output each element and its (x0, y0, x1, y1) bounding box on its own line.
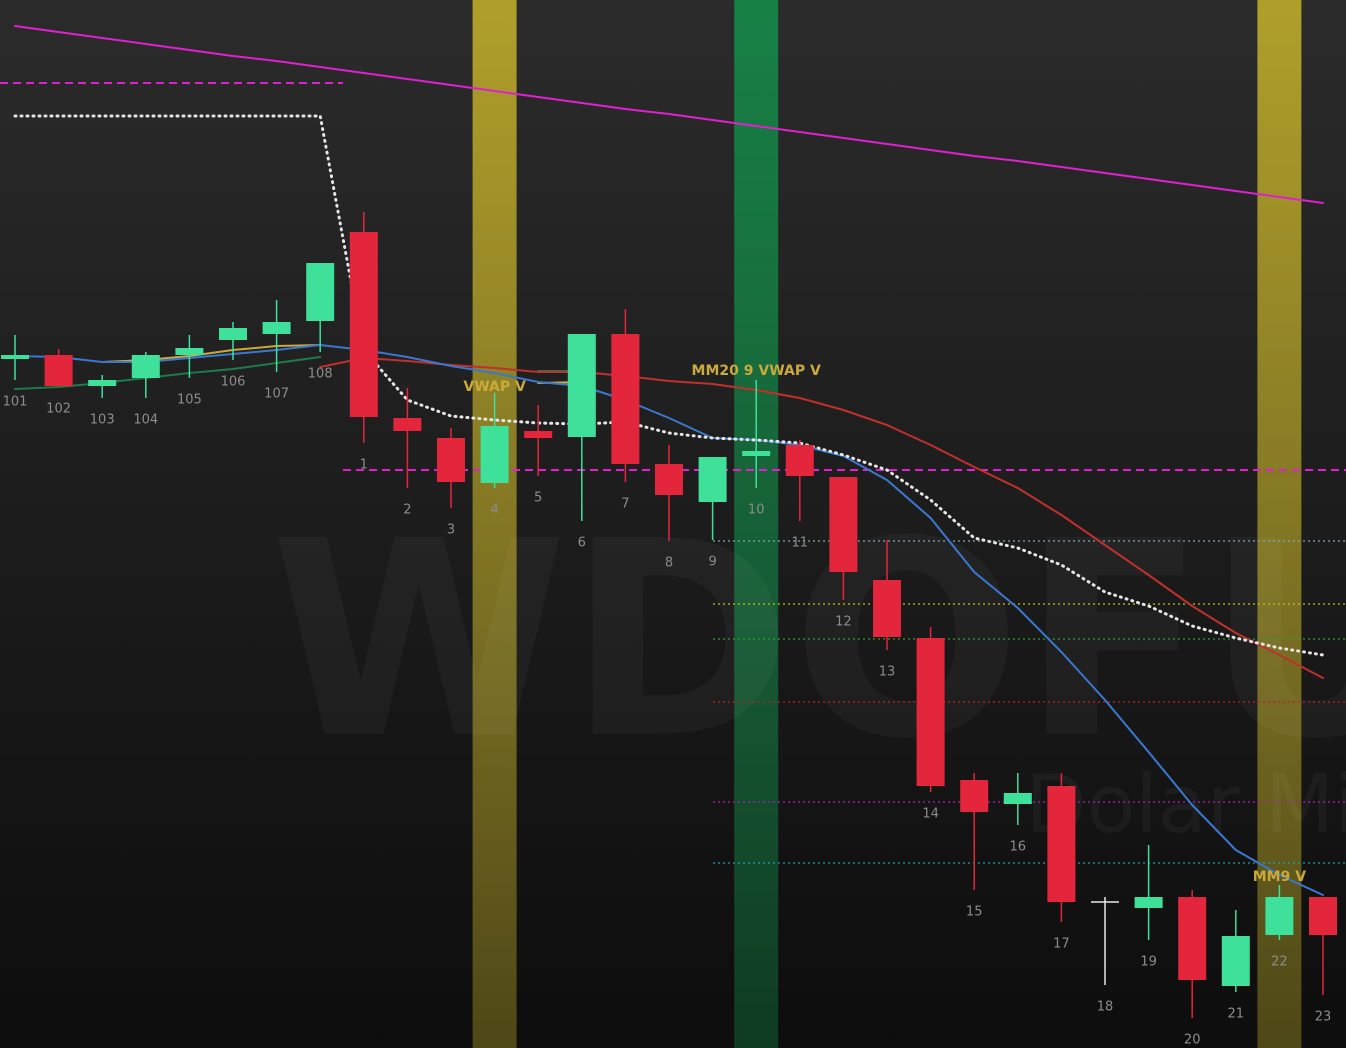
candle-body (655, 464, 683, 495)
candle-label: 11 (792, 536, 809, 551)
candle-label: 21 (1228, 1007, 1245, 1022)
highlight-band (734, 0, 779, 1048)
candle-body (1221, 936, 1250, 986)
watermark-subtitle: Dolar Mini (1025, 758, 1346, 851)
candle-body (524, 431, 553, 438)
candle-body (1309, 897, 1337, 935)
candle-label: 9 (708, 555, 716, 570)
candle-body (1047, 786, 1076, 902)
candle-label: 107 (264, 387, 289, 402)
candle-label: 108 (308, 367, 333, 382)
candle-label: 6 (578, 536, 586, 551)
candle-body (1265, 897, 1294, 935)
candle-body (349, 232, 378, 417)
candle-label: 12 (835, 615, 852, 630)
candles (1, 212, 1337, 1018)
candle-body (916, 638, 945, 786)
candle-body (1, 355, 29, 359)
annotation: VWAP V (463, 379, 526, 395)
candle-label: 13 (879, 665, 896, 680)
candle-label: 18 (1097, 1000, 1114, 1015)
candle-label: 16 (1010, 840, 1027, 855)
candle-label: 105 (177, 393, 202, 408)
candle-body (785, 445, 814, 476)
highlight-band (1257, 0, 1302, 1048)
watermark: WDOFUT (270, 483, 1346, 798)
candle-body (219, 328, 247, 340)
candle-body (44, 355, 73, 386)
candle-body (1003, 793, 1032, 804)
candle-label: 103 (90, 413, 115, 428)
candle-body (1134, 897, 1163, 908)
highlight-bands (472, 0, 1302, 1048)
candle-label: 17 (1053, 937, 1070, 952)
candle-label: 23 (1315, 1010, 1332, 1025)
candle-body (262, 322, 291, 334)
candle-body (393, 418, 422, 431)
indicator-line (13, 114, 1325, 657)
candle-body (698, 457, 727, 502)
candle-label: 1 (360, 458, 368, 473)
candle-label: 4 (490, 503, 498, 518)
candle-label: 22 (1271, 955, 1288, 970)
candle-label: 102 (46, 402, 71, 417)
candle-body (480, 426, 509, 483)
candle-label: 104 (133, 413, 158, 428)
candle-body (567, 334, 596, 437)
candle-body (873, 580, 901, 637)
highlight-band (472, 0, 517, 1048)
candle-label: 19 (1140, 955, 1157, 970)
indicator-line (319, 357, 1324, 679)
candle-body (175, 348, 204, 355)
candle-label: 15 (966, 905, 983, 920)
candle-label: 101 (3, 395, 28, 410)
candle-label: 8 (665, 556, 673, 571)
candle-label: 2 (403, 503, 411, 518)
candle-body (960, 780, 989, 812)
candle-body (742, 451, 771, 456)
annotation: MM9 V (1253, 869, 1306, 885)
candle-body (88, 380, 117, 386)
candle-body (1178, 897, 1207, 980)
candle-label: 5 (534, 491, 542, 506)
indicator-line (14, 25, 1324, 204)
candle-body (131, 355, 160, 378)
candle-label: 20 (1184, 1033, 1201, 1048)
candle-body (829, 477, 858, 572)
annotation: MM20 9 VWAP V (692, 363, 821, 379)
candle-label: 10 (748, 503, 765, 518)
candle-label: 7 (621, 497, 629, 512)
candle-label: 106 (221, 375, 246, 390)
candle-label: 3 (447, 523, 455, 538)
candle-body (437, 438, 465, 482)
candle-label: 14 (922, 807, 939, 822)
candle-body (306, 263, 335, 321)
candle-body (611, 334, 640, 464)
